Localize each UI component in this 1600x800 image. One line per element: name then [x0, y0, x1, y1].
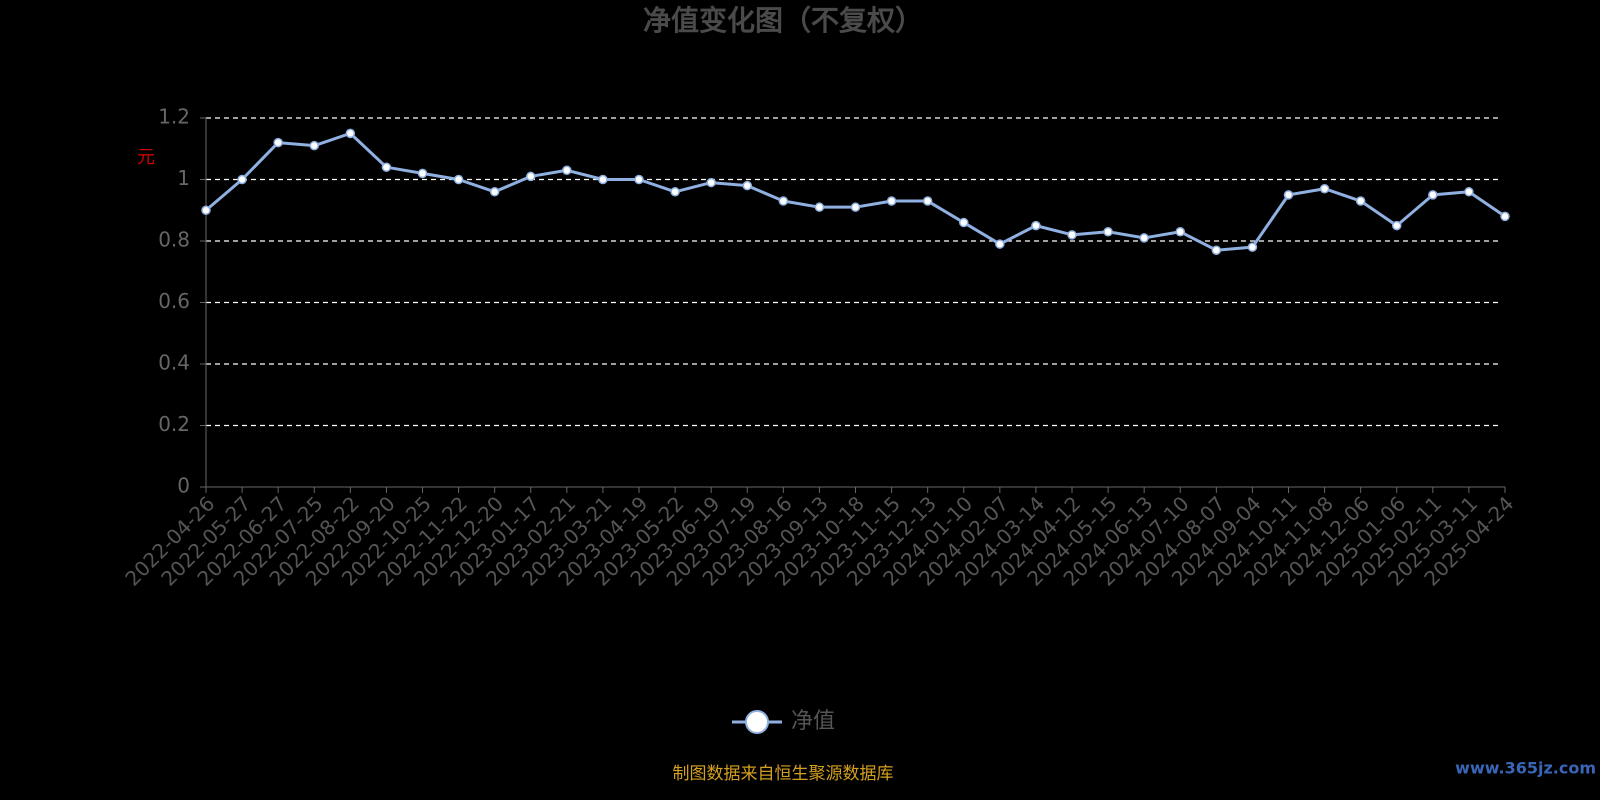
data-point [1211, 245, 1222, 255]
data-point [1031, 220, 1041, 231]
data-point [1283, 190, 1294, 200]
data-point [814, 202, 825, 212]
data-point [1139, 233, 1149, 243]
data-point [922, 196, 933, 206]
chart-title: 净值变化图（不复权） [643, 4, 923, 37]
data-point [309, 140, 319, 151]
y-tick-label: 0.8 [158, 228, 190, 252]
data-point [562, 165, 572, 176]
footer: 制图数据来自恒生聚源数据库 [673, 764, 894, 784]
data-point [237, 174, 247, 185]
data-point [526, 171, 536, 182]
data-point [1464, 187, 1474, 197]
data-point [1500, 211, 1510, 222]
data-point [598, 174, 608, 185]
data-point [345, 128, 356, 139]
data-point [1067, 230, 1077, 240]
data-point [886, 196, 897, 206]
legend-marker [745, 710, 769, 734]
data-point [273, 137, 283, 148]
data-point [1392, 220, 1402, 231]
data-point [670, 187, 680, 197]
data-point [959, 217, 969, 228]
y-tick-label: 1.2 [158, 105, 190, 129]
data-point [850, 202, 861, 212]
legend-label: 净值 [791, 709, 835, 734]
data-point [706, 177, 716, 188]
data-point [489, 187, 500, 197]
y-tick-label: 0.4 [158, 351, 190, 375]
data-point [778, 196, 789, 206]
data-point [1428, 190, 1438, 200]
y-tick-label: 0.2 [158, 412, 190, 436]
data-point [1355, 196, 1366, 206]
y-tick-label: 0.6 [158, 289, 190, 313]
y-tick-label: 1 [177, 166, 190, 190]
data-point [381, 162, 392, 172]
data-point [1247, 242, 1258, 252]
data-point [634, 174, 644, 185]
data-point [417, 168, 428, 179]
watermark: www.365jz.com [1455, 759, 1596, 778]
y-tick-label: 0 [177, 474, 190, 498]
data-point [1103, 227, 1113, 237]
data-point [1175, 227, 1185, 237]
data-point [201, 205, 211, 215]
data-point [742, 180, 752, 191]
data-point [1319, 183, 1330, 194]
y-axis-label: 元 [137, 147, 155, 168]
data-point [995, 239, 1005, 249]
data-point [453, 174, 464, 185]
